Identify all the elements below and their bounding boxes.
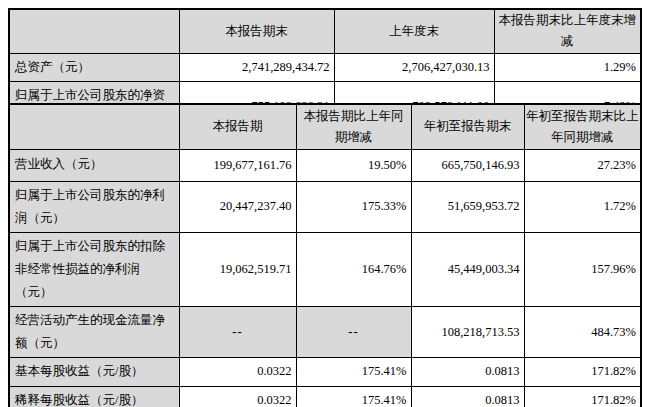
col-header-prior-year-end: 上年度末 <box>334 9 494 53</box>
table-row: 营业收入（元） 199,677,161.76 19.50% 665,750,14… <box>9 149 641 181</box>
financial-summary-page: 本报告期末 上年度末 本报告期末比上年度末增减 总资产（元） 2,741,289… <box>0 0 647 407</box>
cell-value: 19.50% <box>296 149 411 181</box>
row-label-revenue: 营业收入（元） <box>9 149 179 181</box>
row-label-diluted-eps: 稀释每股收益（元/股） <box>9 386 179 407</box>
col-header-change-vs-prior-year-end: 本报告期末比上年度末增减 <box>494 9 641 53</box>
table-row: 基本每股收益（元/股） 0.0322 175.41% 0.0813 171.82… <box>9 358 641 386</box>
cell-value: 2,741,289,434.72 <box>179 53 334 81</box>
table-row: 稀释每股收益（元/股） 0.0322 175.41% 0.0813 171.82… <box>9 386 641 407</box>
cell-value: 157.96% <box>524 232 641 306</box>
row-label-operating-cash-flow: 经营活动产生的现金流量净额（元） <box>9 307 179 358</box>
reporting-period-table: 本报告期 本报告期比上年同期增减 年初至报告期末 年初至报告期末比上年同期增减 … <box>8 103 642 407</box>
cell-value: 175.41% <box>296 386 411 407</box>
cell-value: 0.0813 <box>411 386 524 407</box>
row-label-basic-eps: 基本每股收益（元/股） <box>9 358 179 386</box>
cell-value: 1.72% <box>524 181 641 232</box>
cell-value: 51,659,953.72 <box>411 181 524 232</box>
cell-value: 171.82% <box>524 386 641 407</box>
cell-value: 484.73% <box>524 307 641 358</box>
period-end-header-row: 本报告期末 上年度末 本报告期末比上年度末增减 <box>9 9 641 53</box>
row-label-net-profit-excl-nonrecurring: 归属于上市公司股东的扣除非经常性损益的净利润（元） <box>9 232 179 306</box>
row-label-net-profit: 归属于上市公司股东的净利润（元） <box>9 181 179 232</box>
cell-value: 108,218,713.53 <box>411 307 524 358</box>
table-row: 归属于上市公司股东的扣除非经常性损益的净利润（元） 19,062,519.71 … <box>9 232 641 306</box>
col-header-current-period-end: 本报告期末 <box>179 9 334 53</box>
cell-placeholder: -- <box>296 307 411 358</box>
table-row: 归属于上市公司股东的净利润（元） 20,447,237.40 175.33% 5… <box>9 181 641 232</box>
cell-value: 2,706,427,030.13 <box>334 53 494 81</box>
cell-value: 175.33% <box>296 181 411 232</box>
reporting-period-header-row: 本报告期 本报告期比上年同期增减 年初至报告期末 年初至报告期末比上年同期增减 <box>9 104 641 149</box>
cell-value: 164.76% <box>296 232 411 306</box>
corner-cell <box>9 9 179 53</box>
cell-value: 19,062,519.71 <box>179 232 296 306</box>
col-header-ytd-change: 年初至报告期末比上年同期增减 <box>524 104 641 149</box>
cell-value: 27.23% <box>524 149 641 181</box>
cell-value: 1.29% <box>494 53 641 81</box>
col-header-current-period: 本报告期 <box>179 104 296 149</box>
cell-value: 175.41% <box>296 358 411 386</box>
cell-value: 20,447,237.40 <box>179 181 296 232</box>
row-label-total-assets: 总资产（元） <box>9 53 179 81</box>
cell-value: 0.0322 <box>179 358 296 386</box>
cell-value: 0.0322 <box>179 386 296 407</box>
col-header-year-to-date: 年初至报告期末 <box>411 104 524 149</box>
col-header-change-vs-prior-period: 本报告期比上年同期增减 <box>296 104 411 149</box>
corner-cell <box>9 104 179 149</box>
table-row: 总资产（元） 2,741,289,434.72 2,706,427,030.13… <box>9 53 641 81</box>
table-row: 经营活动产生的现金流量净额（元） -- -- 108,218,713.53 48… <box>9 307 641 358</box>
cell-placeholder: -- <box>179 307 296 358</box>
cell-value: 199,677,161.76 <box>179 149 296 181</box>
cell-value: 665,750,146.93 <box>411 149 524 181</box>
cell-value: 171.82% <box>524 358 641 386</box>
cell-value: 45,449,003.34 <box>411 232 524 306</box>
cell-value: 0.0813 <box>411 358 524 386</box>
